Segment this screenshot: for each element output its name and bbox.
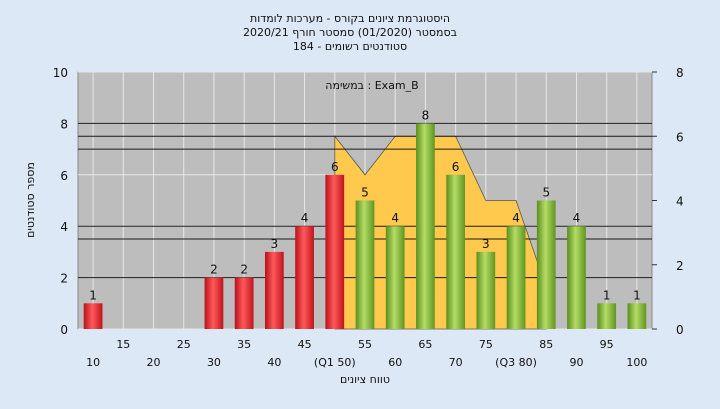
bar-value-label: 4 (512, 211, 520, 225)
bar-value-label: 4 (391, 211, 399, 225)
bar (567, 226, 586, 329)
bar (446, 174, 465, 329)
bar-value-label: 5 (542, 186, 550, 200)
x-tick-label: 75 (479, 338, 493, 351)
bar-value-label: 8 (422, 108, 430, 122)
bar-value-label: 6 (331, 160, 339, 174)
bars-layer (83, 123, 647, 330)
bar (355, 200, 375, 329)
bar-value-label: 1 (633, 288, 641, 302)
y-tick-label: 0 (60, 323, 68, 337)
chart-title-line-3: סטודנטים רשומים - 184 (293, 40, 407, 53)
x-tick-label: 15 (116, 338, 130, 351)
y-tick-label: 8 (60, 117, 68, 131)
bar-value-label: 2 (210, 263, 218, 277)
bar (536, 200, 556, 329)
bar-value-label: 6 (452, 160, 460, 174)
y2-tick-label: 6 (676, 130, 684, 144)
x-tick-label: 35 (237, 338, 251, 351)
value-labels-layer: 1 2 2 3 4 6 5 4 8 6 3 4 5 4 1 1 (89, 108, 640, 302)
x-tick-label: 40 (267, 356, 281, 369)
y-axis-label: מספר סטודנטים (24, 162, 37, 238)
bar-value-label: 4 (573, 211, 581, 225)
bar (476, 251, 496, 329)
bar (234, 277, 254, 329)
x-tick-label: 10 (86, 356, 100, 369)
x-tick-label: 70 (449, 356, 463, 369)
x-tick-label: 20 (147, 356, 161, 369)
chart-title-line-1: היסטוגרמת ציונים בקורס - מערכות לומדות (250, 12, 450, 25)
bar (416, 123, 435, 330)
bar-value-label: 3 (271, 237, 279, 251)
chart-title-line-2: בסמסטר (01/2020) סמסטר חורף 2020/21 (243, 26, 457, 39)
y-tick-label: 6 (60, 169, 68, 183)
x-axis-label: טווח ציונים (340, 373, 390, 386)
bar (506, 226, 526, 329)
bar-value-label: 1 (603, 288, 611, 302)
x-tick-label: 30 (207, 356, 221, 369)
y-tick-label: 10 (53, 66, 68, 80)
x-tick-label: (Q1 50) (314, 356, 356, 369)
bar (627, 303, 647, 329)
y2-tick-label: 0 (676, 323, 684, 337)
y2-tick-label: 8 (676, 66, 684, 80)
y2-tick-label: 2 (676, 259, 684, 273)
x-tick-label: 55 (358, 338, 372, 351)
y-tick-label: 2 (60, 272, 68, 286)
bar (385, 226, 405, 329)
x-tick-label: 100 (626, 356, 647, 369)
bar-value-label: 5 (361, 186, 369, 200)
bar (597, 303, 617, 329)
bar (204, 277, 224, 329)
x-tick-label: 45 (298, 338, 312, 351)
x-tick-label: 95 (600, 338, 614, 351)
bar (83, 303, 103, 329)
bar (325, 174, 345, 329)
x-tick-label: (Q3 80) (495, 356, 537, 369)
bar-value-label: 1 (89, 288, 97, 302)
y-tick-label: 4 (60, 220, 68, 234)
bar (295, 226, 314, 329)
bar-value-label: 3 (482, 237, 490, 251)
bar-value-label: 4 (301, 211, 309, 225)
x-tick-label: 60 (388, 356, 402, 369)
x-tick-label: 25 (177, 338, 191, 351)
bar (265, 251, 284, 329)
y2-tick-label: 4 (676, 195, 684, 209)
x-tick-label: 85 (539, 338, 553, 351)
x-tick-label: 65 (418, 338, 432, 351)
bar-value-label: 2 (240, 263, 248, 277)
chart-annotation: במשימה : Exam_B (325, 79, 418, 92)
x-tick-label: 90 (569, 356, 583, 369)
